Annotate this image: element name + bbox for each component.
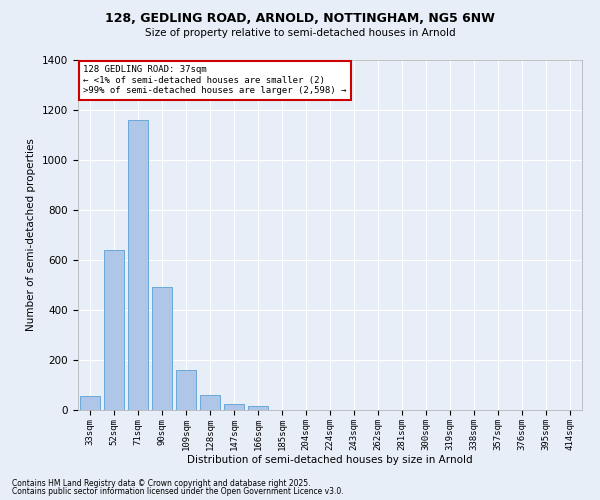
Bar xyxy=(224,404,244,410)
Text: Contains HM Land Registry data © Crown copyright and database right 2025.: Contains HM Land Registry data © Crown c… xyxy=(12,478,311,488)
Bar xyxy=(176,370,196,410)
Bar xyxy=(128,120,148,410)
Bar xyxy=(152,287,172,410)
X-axis label: Distribution of semi-detached houses by size in Arnold: Distribution of semi-detached houses by … xyxy=(187,456,473,466)
Bar xyxy=(80,396,100,410)
Y-axis label: Number of semi-detached properties: Number of semi-detached properties xyxy=(26,138,37,332)
Bar xyxy=(248,406,268,410)
Text: 128 GEDLING ROAD: 37sqm
← <1% of semi-detached houses are smaller (2)
>99% of se: 128 GEDLING ROAD: 37sqm ← <1% of semi-de… xyxy=(83,66,346,95)
Text: Size of property relative to semi-detached houses in Arnold: Size of property relative to semi-detach… xyxy=(145,28,455,38)
Text: 128, GEDLING ROAD, ARNOLD, NOTTINGHAM, NG5 6NW: 128, GEDLING ROAD, ARNOLD, NOTTINGHAM, N… xyxy=(105,12,495,26)
Bar xyxy=(200,394,220,410)
Bar xyxy=(104,250,124,410)
Text: Contains public sector information licensed under the Open Government Licence v3: Contains public sector information licen… xyxy=(12,487,344,496)
